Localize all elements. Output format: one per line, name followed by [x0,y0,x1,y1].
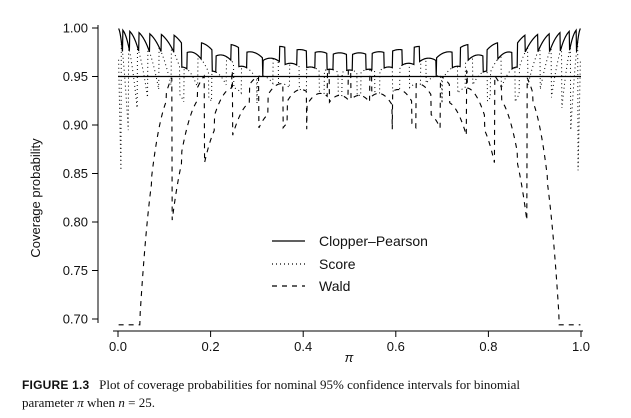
y-tick-label: 0.75 [63,263,88,278]
x-tick-group: 0.0 0.2 0.4 0.6 0.8 1.0 [109,331,590,354]
legend-label-wald: Wald [319,278,350,294]
caption-line-1: FIGURE 1.3 Plot of coverage probabilitie… [22,376,622,394]
x-tick-label: 0.8 [479,339,497,354]
caption-text-2b: when [86,395,116,410]
y-tick-label: 0.80 [63,215,88,230]
x-tick-label: 0.6 [387,339,405,354]
x-tick-label: 1.0 [572,339,590,354]
x-tick-label: 0.0 [109,339,127,354]
legend: Clopper–Pearson Score Wald [272,233,428,294]
y-tick-label: 0.85 [63,166,88,181]
caption-text-2c: = 25. [128,395,155,410]
y-tick-label: 0.70 [63,312,88,327]
y-tick-label: 0.95 [63,69,88,84]
series-wald [118,68,581,326]
legend-label-clopper-pearson: Clopper–Pearson [319,233,428,249]
y-tick-label: 0.90 [63,118,88,133]
caption-text-1: Plot of coverage probabilities for nomin… [99,377,521,392]
caption-n: n [118,395,125,410]
x-tick-label: 0.2 [202,339,220,354]
x-tick-label: 0.4 [294,339,312,354]
series-clopper-pearson [118,28,581,76]
y-axis-label: Coverage probability [28,138,43,258]
caption-param: π [77,395,84,410]
y-tick-label: 1.00 [63,21,88,36]
caption-label: FIGURE 1.3 [22,378,90,392]
legend-label-score: Score [319,256,356,272]
x-axis: 0.0 0.2 0.4 0.6 0.8 1.0 [109,330,590,354]
series-score [118,41,581,171]
caption-line-2: parameter π when n = 25. [22,394,622,411]
plot-area [118,28,581,326]
x-axis-label: π [345,350,354,365]
figure-caption: FIGURE 1.3 Plot of coverage probabilitie… [22,376,622,411]
y-axis: 1.00 0.95 0.90 0.85 0.80 0.75 0.70 [63,21,99,327]
coverage-chart: 1.000.950.900.850.800.750.70 0.0 0.2 0.4 0.… [28,21,590,366]
caption-text-2a: parameter [22,395,74,410]
y-tick-group: 1.00 0.95 0.90 0.85 0.80 0.75 0.70 [63,21,98,327]
